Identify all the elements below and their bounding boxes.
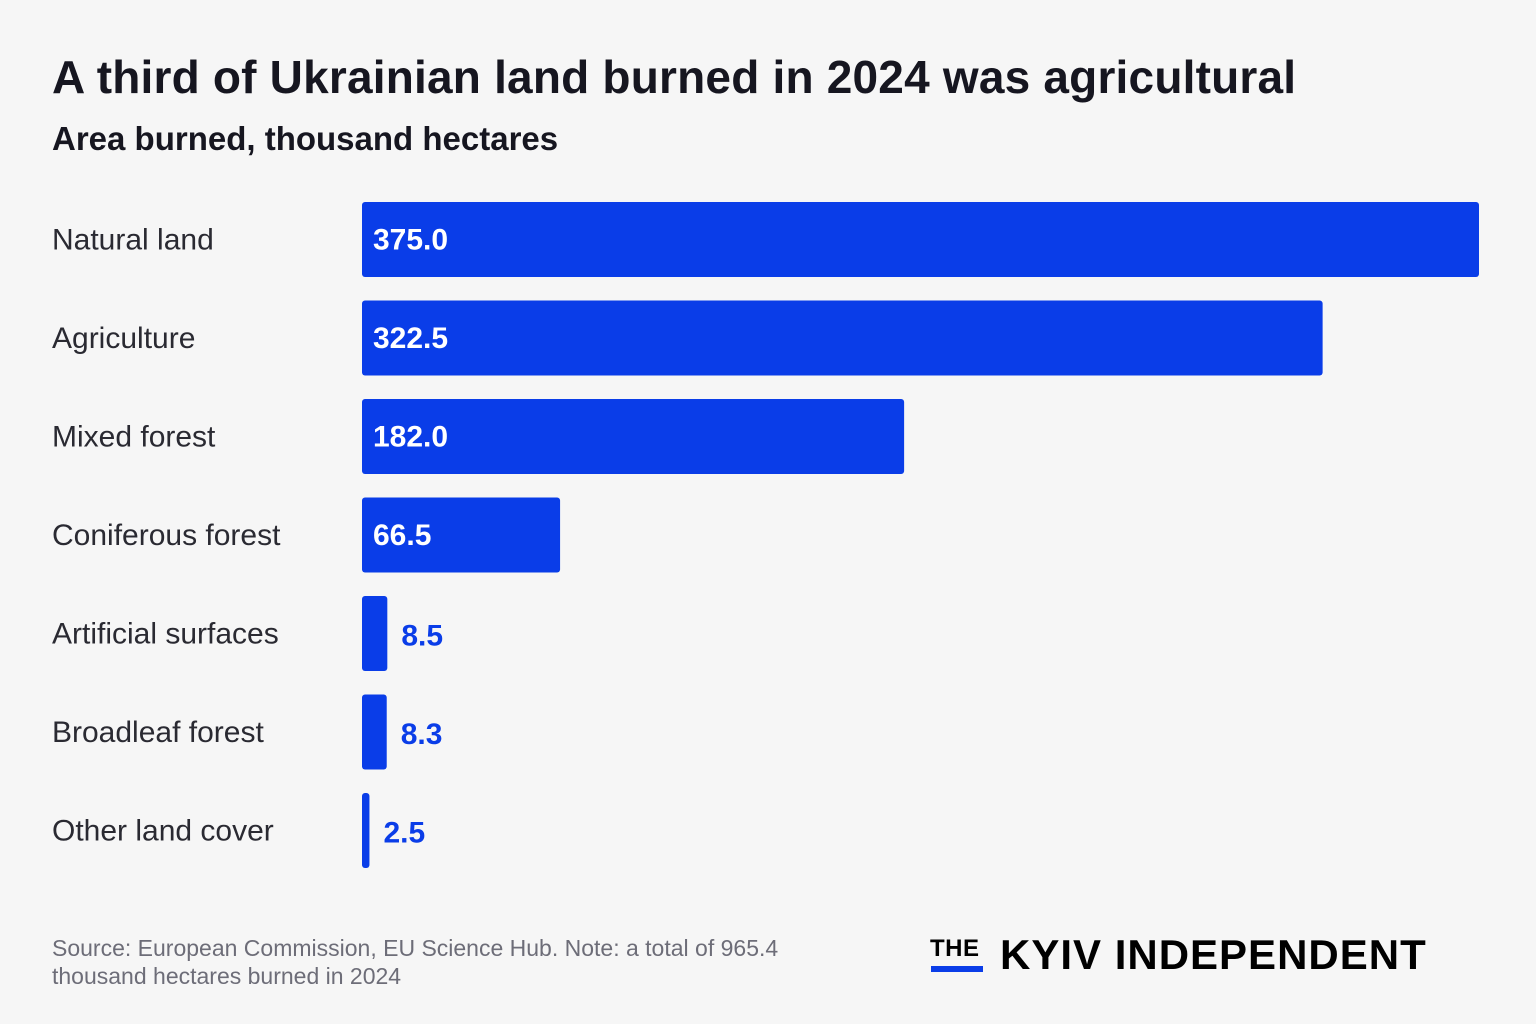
category-label: Artificial surfaces: [52, 618, 279, 651]
value-label: 66.5: [373, 519, 431, 552]
bar-row: Artificial surfaces 8.5: [52, 596, 443, 671]
value-label: 182.0: [373, 421, 448, 454]
category-label: Coniferous forest: [52, 519, 281, 552]
bar-row: Other land cover 2.5: [52, 793, 425, 868]
logo-name: KYIV INDEPENDENT: [1000, 931, 1427, 978]
bar-chart: Natural land 375.0 Agriculture 322.5 Mixed f…: [52, 202, 1479, 868]
bar-row: Mixed forest 182.0: [52, 399, 905, 474]
value-label: 375.0: [373, 224, 448, 257]
bar: [362, 399, 905, 474]
value-label: 322.5: [373, 322, 448, 355]
bar: [362, 497, 561, 573]
bar-row: Natural land 375.0: [52, 202, 1479, 277]
bar: [362, 202, 1479, 277]
value-label: 8.3: [401, 718, 443, 751]
category-label: Broadleaf forest: [52, 716, 264, 749]
logo-underline: [931, 966, 983, 972]
category-label: Other land cover: [52, 815, 274, 848]
value-label: 2.5: [383, 817, 425, 850]
bar-row: Agriculture 322.5: [52, 300, 1323, 376]
bar: [362, 596, 388, 671]
category-label: Agriculture: [52, 322, 195, 355]
category-label: Mixed forest: [52, 421, 216, 454]
source-note: Source: European Commission, EU Science …: [52, 935, 779, 989]
value-label: 8.5: [401, 620, 443, 653]
logo-prefix: THE: [930, 935, 980, 962]
bar: [362, 793, 370, 868]
category-label: Natural land: [52, 224, 214, 257]
bar: [362, 300, 1323, 376]
chart-subtitle: Area burned, thousand hectares: [52, 120, 559, 157]
bar: [362, 694, 387, 770]
chart-title: A third of Ukrainian land burned in 2024…: [52, 51, 1297, 103]
bar-row: Coniferous forest 66.5: [52, 497, 561, 573]
bar-row: Broadleaf forest 8.3: [52, 694, 443, 770]
